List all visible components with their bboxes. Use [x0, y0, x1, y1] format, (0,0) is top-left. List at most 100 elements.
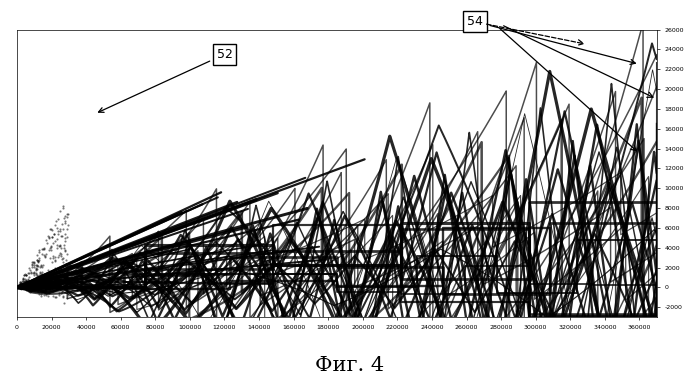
Point	[45, 273, 56, 279]
Point	[61, 257, 72, 263]
Point	[24, 270, 35, 276]
Point	[37, 269, 48, 275]
Point	[31, 279, 43, 285]
Point	[34, 247, 45, 253]
Point	[33, 263, 44, 269]
Point	[18, 272, 29, 278]
Point	[33, 277, 44, 283]
Point	[34, 257, 45, 263]
Point	[15, 283, 26, 289]
Point	[31, 271, 42, 277]
Point	[48, 288, 59, 294]
Point	[51, 243, 62, 249]
Point	[31, 252, 42, 258]
Point	[46, 259, 57, 265]
Point	[49, 254, 60, 260]
Point	[48, 231, 59, 237]
Point	[33, 259, 44, 265]
Point	[24, 278, 36, 284]
Point	[34, 270, 45, 276]
Point	[25, 286, 36, 292]
Point	[48, 275, 59, 281]
Point	[22, 286, 34, 292]
Point	[27, 258, 38, 265]
Point	[55, 228, 66, 234]
Point	[27, 262, 38, 268]
Point	[57, 255, 69, 261]
Point	[14, 281, 25, 287]
Point	[35, 263, 46, 269]
Point	[41, 273, 52, 279]
Point	[62, 268, 73, 274]
Point	[45, 226, 56, 232]
Point	[50, 222, 61, 228]
Point	[62, 226, 73, 232]
Point	[55, 266, 66, 272]
Point	[38, 246, 49, 252]
Point	[31, 263, 43, 269]
Point	[38, 245, 50, 251]
Point	[50, 275, 61, 281]
Point	[36, 271, 48, 277]
Point	[12, 285, 23, 291]
Point	[61, 277, 72, 283]
Point	[62, 213, 73, 219]
Point	[13, 283, 24, 289]
Point	[58, 215, 69, 221]
Point	[59, 213, 70, 219]
Point	[11, 285, 22, 291]
Point	[56, 233, 67, 239]
Point	[40, 275, 51, 281]
Point	[36, 282, 47, 288]
Point	[50, 294, 61, 300]
Point	[62, 211, 73, 217]
Point	[27, 259, 38, 265]
Point	[29, 258, 40, 265]
Point	[30, 266, 41, 272]
Point	[40, 288, 51, 294]
Point	[55, 208, 66, 214]
Point	[24, 279, 35, 285]
Point	[38, 262, 49, 268]
Point	[54, 268, 65, 274]
Point	[20, 278, 31, 284]
Point	[59, 235, 71, 241]
Point	[29, 269, 40, 275]
Point	[38, 292, 50, 298]
Point	[27, 281, 38, 287]
Point	[32, 257, 43, 263]
Point	[13, 282, 24, 288]
Point	[34, 273, 45, 279]
Point	[50, 274, 62, 280]
Point	[15, 280, 26, 286]
Point	[54, 252, 65, 258]
Point	[36, 251, 48, 257]
Point	[20, 279, 31, 285]
Point	[36, 246, 48, 252]
Point	[29, 270, 40, 276]
Point	[60, 261, 71, 267]
Point	[38, 246, 50, 252]
Point	[62, 295, 73, 301]
Point	[18, 277, 29, 283]
Point	[17, 280, 28, 287]
Point	[40, 271, 51, 277]
Point	[20, 272, 31, 278]
Point	[29, 272, 40, 278]
Point	[34, 264, 45, 270]
Point	[57, 233, 68, 240]
Point	[50, 258, 61, 264]
Text: 54: 54	[467, 15, 635, 64]
Point	[40, 276, 51, 282]
Point	[30, 262, 41, 268]
Point	[51, 218, 62, 224]
Point	[56, 288, 67, 294]
Point	[53, 292, 64, 298]
Point	[31, 266, 43, 272]
Point	[45, 278, 57, 284]
Point	[31, 267, 42, 273]
Point	[31, 281, 42, 287]
Point	[15, 285, 27, 291]
Point	[45, 273, 57, 279]
Point	[59, 275, 71, 281]
